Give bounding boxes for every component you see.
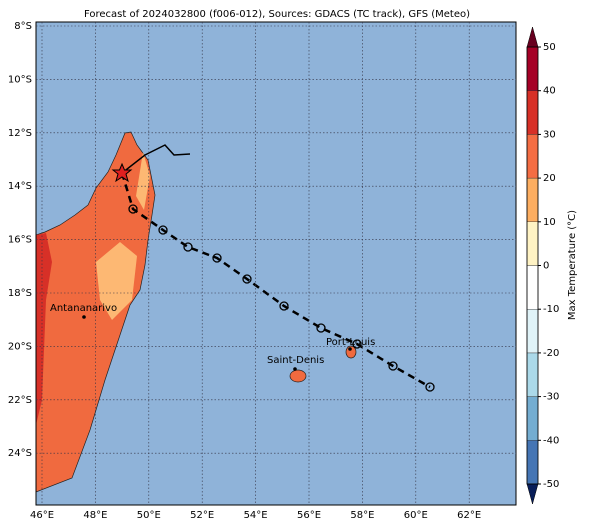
- track-points: [128, 204, 435, 392]
- colorbar-band: [526, 46, 539, 91]
- colorbar-band: [526, 396, 539, 441]
- frame: [35, 21, 517, 506]
- reunion: [289, 369, 307, 383]
- colorbar-label: Max Temperature (°C): [567, 210, 578, 320]
- colorbar-tick-label: -10: [543, 304, 559, 315]
- city-label: Saint-Denis: [267, 355, 324, 366]
- y-tick-label: 24°S: [8, 448, 32, 459]
- y-tick-label: 12°S: [8, 128, 32, 139]
- colorbar-band: [526, 265, 539, 310]
- forecast-track: [120, 172, 431, 389]
- y-tick-label: 18°S: [8, 288, 32, 299]
- colorbar-tick-label: -50: [543, 479, 559, 490]
- x-tick-label: 46°E: [30, 510, 54, 521]
- y-tick-label: 16°S: [8, 235, 32, 246]
- colorbar-band: [526, 177, 539, 223]
- y-tick-label: 10°S: [8, 74, 32, 85]
- map-area: Antananarivo Saint-Denis Port-Louis: [35, 21, 517, 506]
- colorbar-min: [526, 483, 539, 505]
- title: Forecast of 2024032800 (f006-012), Sourc…: [84, 9, 470, 20]
- x-tick-label: 52°E: [190, 510, 214, 521]
- x-tick-label: 48°E: [83, 510, 107, 521]
- city-dot: [293, 367, 297, 371]
- colorbar-tick-label: 0: [543, 261, 549, 272]
- y-tick-label: 22°S: [8, 395, 32, 406]
- colorbar-tick-label: 10: [543, 217, 556, 228]
- colorbar-tick-label: -30: [543, 392, 559, 403]
- colorbar-tick-label: 30: [543, 129, 556, 140]
- colorbar-band: [526, 90, 539, 135]
- x-tick-label: 56°E: [297, 510, 321, 521]
- x-tick-label: 58°E: [350, 510, 374, 521]
- colorbar-band: [526, 440, 539, 485]
- y-tick-label: 14°S: [8, 181, 32, 192]
- x-tick-label: 62°E: [457, 510, 481, 521]
- city-dot: [348, 347, 352, 351]
- x-tick-label: 60°E: [404, 510, 428, 521]
- colorbar-max: [526, 26, 539, 48]
- current-position: [111, 162, 133, 183]
- city-label: Antananarivo: [50, 303, 117, 314]
- x-tick-label: 50°E: [137, 510, 161, 521]
- past-track: [121, 144, 191, 174]
- colorbar-band: [526, 352, 539, 397]
- colorbar-tick-label: 20: [543, 173, 556, 184]
- cool-region: [96, 242, 137, 320]
- colorbar-tick-label: 50: [543, 42, 556, 53]
- colorbar-tick-label: -20: [543, 348, 559, 359]
- y-tick-label: 8°S: [14, 21, 32, 32]
- city-dot: [82, 315, 86, 319]
- colorbar-band: [526, 309, 539, 354]
- colorbar-tick-label: -40: [543, 435, 559, 446]
- colorbar-tick-label: 40: [543, 86, 556, 97]
- hot-region: [36, 233, 52, 425]
- madagascar: [35, 131, 156, 493]
- city-label: Port-Louis: [326, 337, 375, 348]
- colorbar-band: [526, 134, 539, 179]
- cool-region: [136, 152, 150, 210]
- y-tick-label: 20°S: [8, 341, 32, 352]
- x-tick-label: 54°E: [244, 510, 268, 521]
- colorbar-band: [526, 221, 539, 266]
